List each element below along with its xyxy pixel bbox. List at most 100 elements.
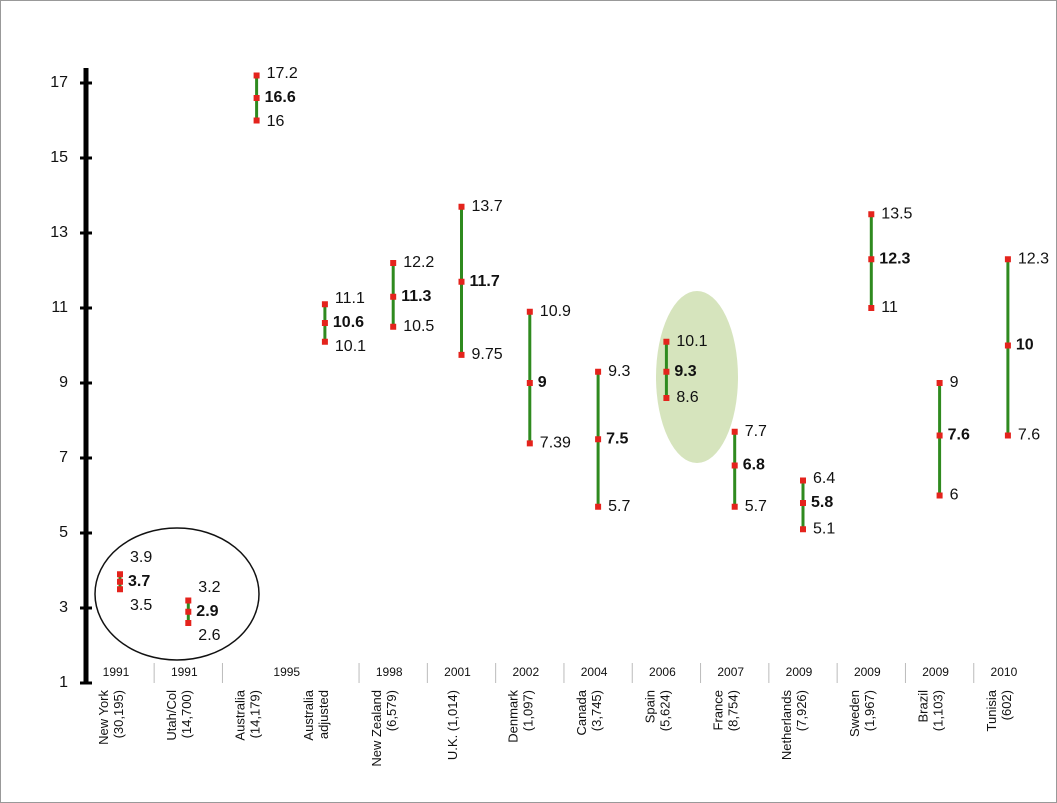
x-tick-label: (5,624) <box>657 690 672 731</box>
mid-label: 10 <box>1016 337 1034 354</box>
y-tick-label: 9 <box>59 374 68 391</box>
range-point <box>390 260 397 266</box>
range-point <box>458 203 465 210</box>
x-tick-label: (8,754) <box>726 690 741 731</box>
range-point <box>663 368 670 375</box>
range-point <box>458 351 465 358</box>
range-point <box>321 301 328 308</box>
range-point <box>595 368 602 375</box>
year-label: 1995 <box>273 665 300 679</box>
mid-label: 10.6 <box>333 314 364 331</box>
range-point <box>390 323 397 330</box>
range-point <box>731 462 738 469</box>
range-point <box>800 526 806 533</box>
range-point <box>117 586 123 593</box>
range-point <box>663 338 670 345</box>
high-label: 7.7 <box>745 423 767 440</box>
high-label: 12.2 <box>403 254 434 271</box>
range-point <box>731 428 738 435</box>
highlight-circle <box>94 527 260 661</box>
y-tick-label: 11 <box>51 299 68 316</box>
high-label: 12.3 <box>1018 250 1049 267</box>
year-label: 2009 <box>786 665 813 679</box>
x-tick-label: New Zealand <box>369 690 384 767</box>
high-label: 11.1 <box>335 290 365 307</box>
x-tick-label: (7,926) <box>794 690 809 731</box>
x-tick-label: adjusted <box>316 690 331 739</box>
x-tick-label: Australia <box>301 689 316 740</box>
range-point <box>595 436 602 443</box>
x-tick-label: (14,700) <box>179 690 194 738</box>
y-tick-label: 5 <box>59 524 68 541</box>
mid-label: 3.7 <box>128 573 150 590</box>
range-point <box>526 440 533 447</box>
high-label: 13.7 <box>472 198 503 215</box>
year-label: 1991 <box>103 665 130 679</box>
mid-label: 16.6 <box>265 89 296 106</box>
y-tick-label: 13 <box>50 224 68 241</box>
low-label: 10.5 <box>403 318 434 335</box>
range-point <box>1004 432 1011 439</box>
high-label: 3.2 <box>198 579 220 596</box>
x-tick-label: Denmark <box>506 690 521 743</box>
low-label: 7.6 <box>1018 427 1040 444</box>
x-tick-label: New York <box>96 690 111 745</box>
year-label: 2007 <box>717 665 744 679</box>
mid-label: 9 <box>538 374 547 391</box>
y-tick-label: 15 <box>50 149 68 166</box>
range-point <box>936 492 943 499</box>
high-label: 9.3 <box>608 363 630 380</box>
high-label: 10.9 <box>540 303 571 320</box>
range-point <box>800 477 806 484</box>
x-tick-label: (6,579) <box>384 690 399 731</box>
x-tick-label: (602) <box>999 690 1014 720</box>
x-tick-label: Australia <box>233 689 248 740</box>
low-label: 8.6 <box>676 389 698 406</box>
range-point <box>936 432 943 439</box>
range-point <box>868 305 875 311</box>
mid-label: 6.8 <box>743 457 765 474</box>
high-label: 10.1 <box>676 333 707 350</box>
low-label: 6 <box>950 487 959 504</box>
range-point <box>595 503 602 510</box>
range-point <box>253 72 260 79</box>
x-tick-label: Tunisia <box>984 689 999 731</box>
x-tick-label: Sweden <box>847 690 862 737</box>
mid-label: 5.8 <box>811 494 833 511</box>
x-tick-label: (1,097) <box>521 690 536 731</box>
y-tick-label: 3 <box>59 599 68 616</box>
range-point <box>253 95 260 101</box>
y-tick-label: 17 <box>50 74 68 91</box>
mid-label: 2.9 <box>196 603 218 620</box>
low-label: 16 <box>267 113 285 130</box>
range-point <box>321 338 328 345</box>
low-label: 11 <box>881 299 898 316</box>
high-label: 3.9 <box>130 549 152 566</box>
x-tick-label: Spain <box>642 690 657 723</box>
mid-label: 12.3 <box>879 250 910 267</box>
range-point <box>321 320 328 326</box>
year-label: 2001 <box>444 665 471 679</box>
low-label: 10.1 <box>335 338 366 355</box>
range-point <box>1004 256 1011 263</box>
range-point <box>1004 342 1011 349</box>
low-label: 5.7 <box>608 498 630 515</box>
x-tick-label: (1,103) <box>931 690 946 731</box>
high-label: 9 <box>950 374 959 391</box>
range-point <box>936 380 943 386</box>
range-point <box>458 278 465 285</box>
x-tick-label: U.K. (1,014) <box>445 690 460 760</box>
x-tick-label: Canada <box>574 689 589 735</box>
high-label: 17.2 <box>267 65 298 82</box>
high-label: 6.4 <box>813 470 835 487</box>
x-tick-label: Utah/Col <box>164 690 179 741</box>
mid-label: 11.3 <box>401 288 431 305</box>
x-tick-label: (3,745) <box>589 690 604 731</box>
year-label: 2009 <box>854 665 881 679</box>
year-label: 2006 <box>649 665 676 679</box>
x-tick-label: (14,179) <box>248 690 263 738</box>
year-label: 2002 <box>512 665 539 679</box>
year-label: 2009 <box>922 665 949 679</box>
range-point <box>185 597 192 604</box>
low-label: 2.6 <box>198 627 220 644</box>
